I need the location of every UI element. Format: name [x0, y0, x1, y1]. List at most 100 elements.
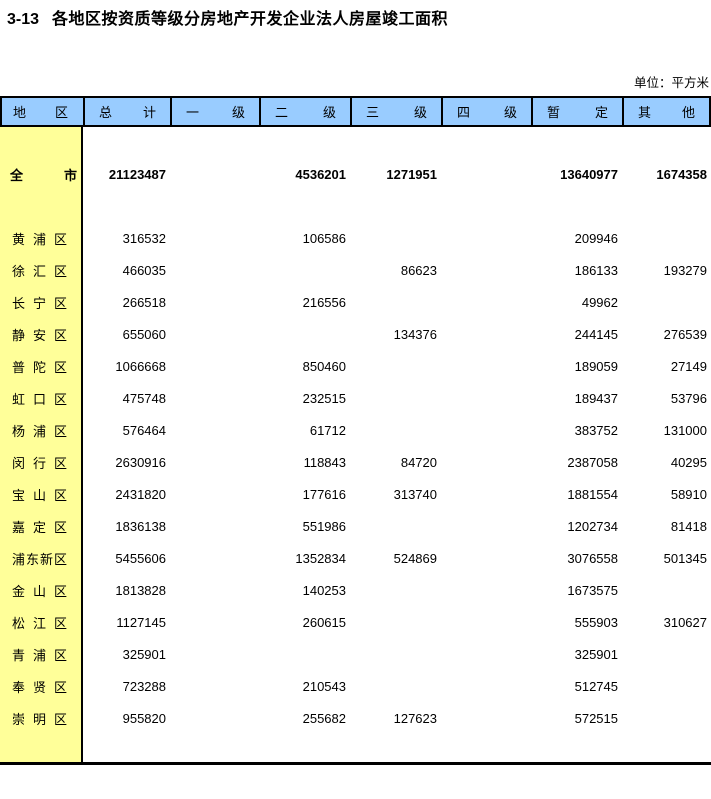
- column-header-char: 一: [186, 105, 200, 120]
- region-label-char: 宝: [12, 487, 26, 503]
- region-label-char: 浦: [32, 647, 46, 663]
- cell-other: 193279: [663, 262, 707, 278]
- region-label-char: 静: [12, 327, 26, 343]
- region-label-char: 奉: [12, 679, 26, 695]
- table-row: 全市 21123487 4536201 1271951 13640977 1674358: [0, 127, 711, 222]
- column-header-level4: 四级: [441, 98, 531, 125]
- cell-level3: 1271951: [386, 167, 437, 182]
- region-label: 虹口区: [0, 389, 83, 408]
- cell-provisional: 2387058: [567, 454, 618, 470]
- region-label-char: 区: [53, 327, 67, 343]
- table-row: 嘉定区 1836138 551986 1202734 81418: [0, 510, 711, 542]
- region-label-char: 市: [63, 168, 77, 183]
- region-label-char: 宁: [32, 295, 46, 311]
- region-label-char: 贤: [32, 679, 46, 695]
- region-label-char: 区: [53, 711, 67, 727]
- region-column-background: [0, 127, 83, 762]
- table-row: 徐汇区 466035 86623 186133 193279: [0, 254, 711, 286]
- column-header-char: 区: [54, 105, 68, 120]
- region-label-char: 虹: [12, 391, 26, 407]
- region-label-char: 区: [53, 231, 67, 247]
- cell-provisional: 383752: [574, 422, 618, 438]
- column-header-char: 他: [681, 105, 695, 120]
- region-label-char: 区: [53, 647, 67, 663]
- cell-provisional: 13640977: [560, 167, 618, 182]
- cell-level2: 140253: [302, 582, 346, 598]
- table-rows: 全市 21123487 4536201 1271951 13640977 1674358 黄…: [0, 127, 711, 734]
- cell-provisional: 209946: [574, 230, 618, 246]
- region-label-char: 普: [12, 359, 26, 375]
- cell-level3: 313740: [393, 486, 437, 502]
- region-label-char: 区: [53, 295, 67, 311]
- column-header-total: 总计: [83, 98, 170, 125]
- cell-level2: 260615: [302, 614, 346, 630]
- cell-other: 40295: [670, 454, 707, 470]
- cell-total: 5455606: [115, 550, 166, 566]
- cell-provisional: 186133: [574, 262, 618, 278]
- column-header-char: 暂: [547, 105, 561, 120]
- table-body: 全市 21123487 4536201 1271951 13640977 1674358 黄…: [0, 127, 711, 765]
- region-label: 静安区: [0, 325, 83, 344]
- cell-level2: 1352834: [295, 550, 346, 566]
- cell-level2: 177616: [302, 486, 346, 502]
- region-label: 青浦区: [0, 645, 83, 664]
- column-header-char: 地: [13, 105, 27, 120]
- region-label-char: 崇: [12, 711, 26, 727]
- page-title: 3-13 各地区按资质等级分房地产开发企业法人房屋竣工面积: [7, 8, 448, 32]
- cell-level2: 255682: [302, 710, 346, 726]
- region-label-char: 区: [53, 615, 67, 631]
- cell-total: 21123487: [108, 167, 166, 182]
- cell-total: 2431820: [115, 486, 166, 502]
- region-label-char: 行: [32, 455, 46, 471]
- table-number: 3-13: [7, 11, 40, 28]
- column-header-char: 四: [457, 105, 471, 120]
- cell-total: 325901: [122, 646, 166, 662]
- region-label: 奉贤区: [0, 677, 83, 696]
- region-label-char: 徐: [12, 263, 26, 279]
- cell-provisional: 49962: [581, 294, 618, 310]
- region-label-char: 东: [25, 551, 39, 567]
- column-header-provisional: 暂定: [531, 98, 622, 125]
- cell-level2: 106586: [302, 230, 346, 246]
- cell-level2: 61712: [309, 422, 346, 438]
- region-label-char: 区: [53, 359, 67, 375]
- region-label: 全市: [0, 165, 83, 184]
- cell-provisional: 572515: [574, 710, 618, 726]
- region-label-char: 区: [53, 519, 67, 535]
- region-label-char: 新: [39, 551, 53, 567]
- region-label-char: 区: [53, 551, 67, 567]
- table-row: 金山区 1813828 140253 1673575: [0, 574, 711, 606]
- cell-level3: 84720: [400, 454, 437, 470]
- cell-level2: 210543: [302, 678, 346, 694]
- region-label-char: 杨: [12, 423, 26, 439]
- table-row: 松江区 1127145 260615 555903 310627: [0, 606, 711, 638]
- cell-level2: 850460: [302, 358, 346, 374]
- region-label: 长宁区: [0, 293, 83, 312]
- cell-provisional: 3076558: [567, 550, 618, 566]
- region-label: 松江区: [0, 613, 83, 632]
- column-header-char: 其: [638, 105, 652, 120]
- region-label: 宝山区: [0, 485, 83, 504]
- table-row: 崇明区 955820 255682 127623 572515: [0, 702, 711, 734]
- table-row: 普陀区 1066668 850460 189059 27149: [0, 350, 711, 382]
- cell-level2: 118843: [303, 454, 346, 470]
- unit-label: 单位：平方米: [633, 76, 709, 90]
- table-row: 长宁区 266518 216556 49962: [0, 286, 711, 318]
- cell-other: 1674358: [656, 167, 707, 182]
- table-row: 青浦区 325901 325901: [0, 638, 711, 670]
- cell-other: 131000: [663, 422, 707, 438]
- table-header-row: 地区总计一级二级三级四级暂定其他: [0, 96, 711, 127]
- cell-provisional: 1881554: [567, 486, 618, 502]
- region-label-char: 区: [53, 263, 67, 279]
- region-label-char: 安: [32, 327, 46, 343]
- cell-level2: 551986: [302, 518, 346, 534]
- column-header-char: 二: [275, 105, 289, 120]
- column-header-char: 级: [503, 105, 517, 120]
- cell-total: 1836138: [115, 518, 166, 534]
- cell-provisional: 512745: [574, 678, 618, 694]
- cell-other: 310627: [663, 614, 707, 630]
- table-row: 黄浦区 316532 106586 209946: [0, 222, 711, 254]
- cell-total: 576464: [122, 422, 166, 438]
- cell-total: 466035: [122, 262, 166, 278]
